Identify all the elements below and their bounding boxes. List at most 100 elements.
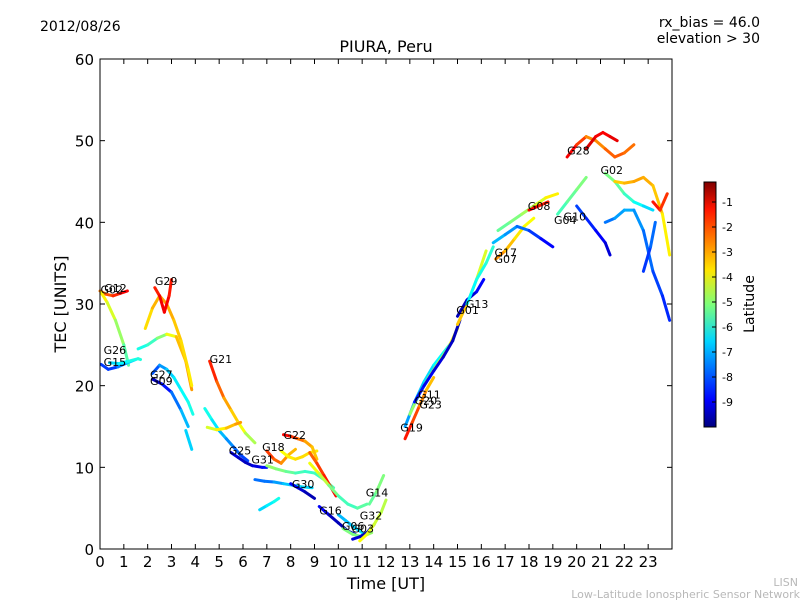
track-segment [229,408,240,424]
satellite-label: G17 [494,247,517,260]
x-tick-label: 19 [543,553,562,571]
track-segment [622,192,636,204]
satellite-track [150,377,190,428]
x-tick-label: 9 [310,553,320,571]
track-segment [658,192,669,212]
satellite-label: G08 [528,200,551,213]
satellite-label: G27 [150,368,173,381]
x-tick-label: 11 [353,553,372,571]
track-segment [116,361,129,369]
track-segment [251,464,264,469]
track-segment [167,278,173,298]
track-segment [651,269,664,298]
track-segment [143,306,154,330]
satellite-label: G19 [400,421,423,434]
track-segment [146,336,159,347]
track-segment [231,445,243,457]
track-segment [422,369,436,388]
satellite-label: G26 [104,344,127,357]
satellite-track [98,289,129,298]
track-segment [172,318,183,343]
colorbar-label: Latitude [742,275,758,333]
track-segment [632,208,645,232]
track-segment [217,429,228,441]
track-segment [608,135,619,143]
satellite-track [229,451,269,469]
track-segment [243,431,257,445]
x-tick-label: 7 [262,553,272,571]
x-tick-label: 0 [95,553,105,571]
track-segment [272,496,281,504]
track-segment [165,332,178,339]
colorbar-ticks: -1 -2 -3 -4 -5 -6 -7 -8 -9 [712,196,733,409]
track-segment [603,241,612,257]
colorbar-tick-label: -3 [722,246,733,259]
chart-title: PIURA, Peru [339,37,432,56]
x-tick-label: 14 [424,553,443,571]
track-segment [327,483,340,498]
y-tick-label: 40 [75,214,94,232]
track-segment [272,480,286,486]
x-tick-label: 16 [472,553,491,571]
track-segment [584,135,598,151]
track-segment [118,289,129,295]
track-segment [527,204,541,212]
track-segment [660,294,672,322]
track-segment [556,200,569,216]
x-axis-label: Time [UT] [346,574,425,593]
satellite-track [208,359,257,445]
satellite-track [403,376,436,441]
track-segment [317,505,331,517]
satellite-label: G25 [229,444,252,457]
track-segment [544,192,560,200]
satellite-track [584,131,619,151]
track-segment [367,490,378,506]
satellite-track [150,363,195,416]
elevation-label: elevation > 30 [657,31,760,47]
track-segment [539,237,555,249]
track-segment [641,245,653,273]
track-segment [303,439,314,449]
colorbar-tick-label: -9 [722,396,733,409]
satellite-label: G21 [210,353,233,366]
x-tick-label: 3 [167,553,177,571]
track-segment [184,429,194,451]
track-segment [293,469,307,475]
track-segment [153,286,162,298]
track-segment [186,400,195,416]
track-segment [441,339,455,359]
track-segment [365,523,376,536]
x-tick-label: 15 [448,553,467,571]
rx-bias-label: rx_bias = 46.0 [659,15,760,31]
track-segment [532,196,548,208]
track-segment [575,204,588,220]
track-segment [475,278,486,294]
track-segment [508,212,524,224]
track-segment [379,498,388,514]
track-segment [613,180,626,185]
satellite-label: G07 [494,253,517,266]
track-segment [346,502,359,510]
track-segment [425,376,436,392]
y-tick-label: 10 [75,459,94,477]
track-segment [127,357,140,363]
track-segment [150,363,162,375]
track-segment [208,359,219,384]
satellite-label: G02 [100,283,123,296]
track-segment [613,151,626,159]
track-segment [503,237,517,253]
track-segment [603,147,617,159]
satellite-track [289,482,316,500]
satellite-label: G10 [564,211,587,224]
satellite-label: G16 [319,505,342,518]
track-segment [343,518,355,528]
satellite-label: G12 [104,282,127,295]
satellite-track [143,294,194,388]
x-tick-label: 23 [639,553,658,571]
x-tick-label: 13 [400,553,419,571]
track-segment [150,377,164,386]
footer-org-long: Low-Latitude Ionospheric Sensor Network [571,588,800,600]
date-label: 2012/08/26 [40,19,121,35]
track-segment [136,357,143,362]
track-segment [622,143,636,155]
